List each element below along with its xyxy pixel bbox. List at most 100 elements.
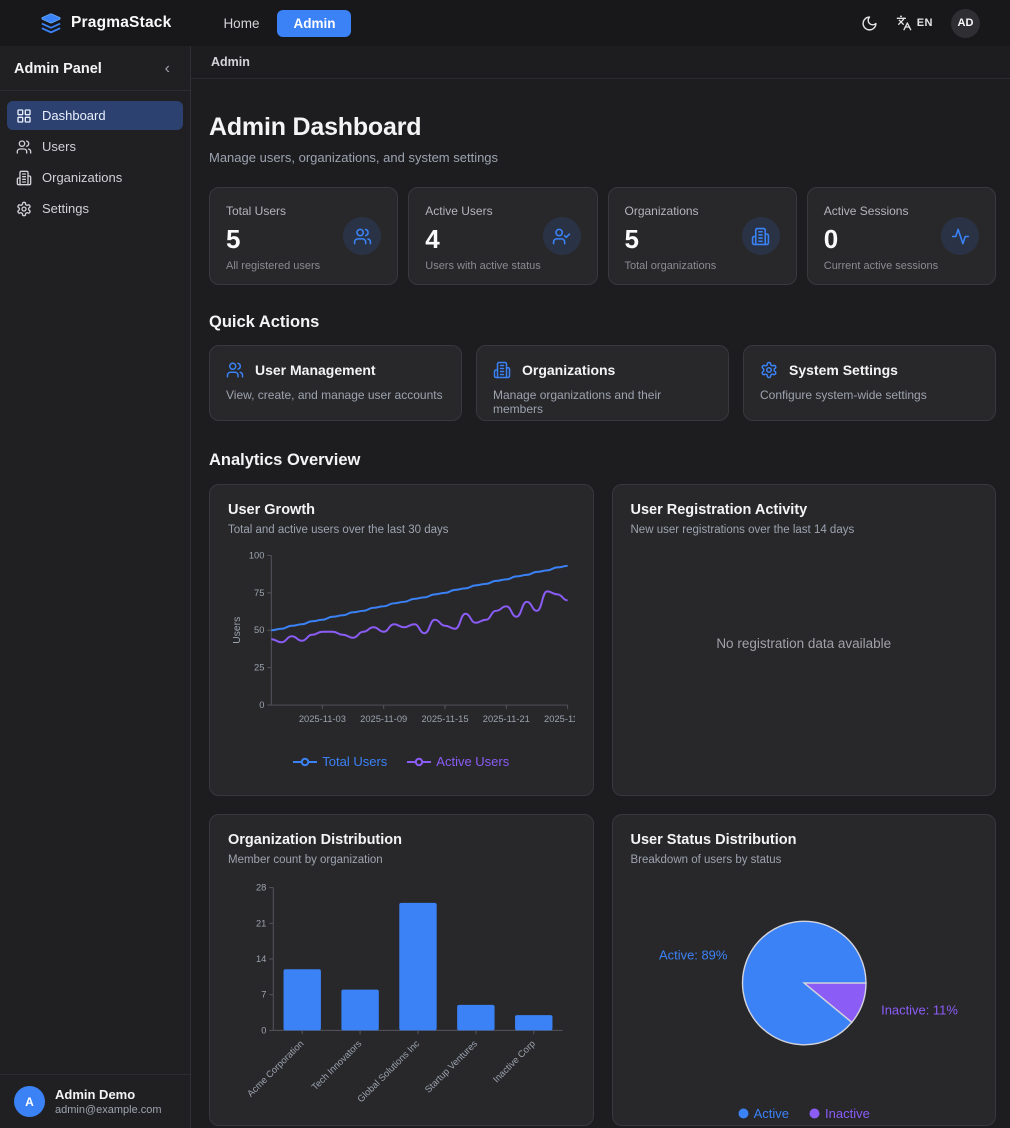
svg-text:Startup Ventures: Startup Ventures [423, 1038, 480, 1095]
nav-admin[interactable]: Admin [277, 9, 352, 37]
svg-text:21: 21 [256, 918, 266, 928]
stat-card-active-sessions: Active Sessions 0 Current active session… [806, 187, 996, 285]
sidebar-header: Admin Panel ‹ [0, 46, 190, 91]
quick-actions-grid: User Management View, create, and manage… [209, 345, 996, 421]
user-growth-card: User Growth Total and active users over … [209, 484, 594, 796]
svg-text:2025-11-21: 2025-11-21 [483, 714, 530, 724]
svg-text:Active: 89%: Active: 89% [659, 947, 728, 962]
chart-title: User Growth [228, 502, 316, 518]
stat-value: 5 [624, 224, 639, 254]
breadcrumb: Admin [191, 46, 1010, 79]
quick-action-description: View, create, and manage user accounts [226, 388, 443, 402]
stat-description: Users with active status [425, 260, 541, 272]
svg-text:Global Solutions Inc: Global Solutions Inc [356, 1038, 422, 1104]
quick-action-system-settings[interactable]: System Settings Configure system-wide se… [743, 345, 996, 421]
svg-text:14: 14 [256, 954, 266, 964]
registration-activity-card: User Registration Activity New user regi… [611, 484, 996, 796]
dashboard-grid-icon [16, 108, 32, 124]
user-growth-legend: Total Users Active Users [228, 754, 575, 769]
stat-description: Total organizations [624, 260, 717, 272]
legend-item-total-users[interactable]: Total Users [293, 754, 387, 769]
quick-action-description: Manage organizations and their members [493, 388, 662, 416]
language-button[interactable]: EN [896, 15, 933, 31]
svg-text:Inactive: 11%: Inactive: 11% [881, 1003, 958, 1018]
svg-text:75: 75 [254, 588, 264, 598]
svg-text:2025-11-15: 2025-11-15 [421, 714, 468, 724]
chart-subtitle: Total and active users over the last 30 … [228, 524, 449, 536]
svg-text:Acme Corporation: Acme Corporation [245, 1038, 305, 1098]
user-status-pie-chart: Active: 89% Inactive: 11% [631, 876, 978, 1098]
breadcrumb-item-admin[interactable]: Admin [211, 55, 250, 69]
nav-home[interactable]: Home [223, 15, 260, 31]
chart-title: User Registration Activity [630, 502, 808, 518]
organization-distribution-card: Organization Distribution Member count b… [209, 814, 594, 1126]
user-check-icon [542, 217, 581, 255]
chart-subtitle: Member count by organization [228, 854, 383, 866]
legend-item-inactive[interactable]: Inactive [809, 1106, 870, 1121]
gear-icon [760, 361, 778, 379]
sidebar-user-menu[interactable]: A Admin Demo admin@example.com [0, 1074, 190, 1128]
quick-action-organizations[interactable]: Organizations Manage organizations and t… [476, 345, 729, 421]
stat-label: Active Sessions [823, 204, 909, 218]
stat-value: 4 [425, 224, 440, 254]
quick-action-title: System Settings [789, 362, 898, 378]
stat-description: Current active sessions [823, 260, 939, 272]
user-status-card: User Status Distribution Breakdown of us… [611, 814, 996, 1126]
sidebar-item-organizations[interactable]: Organizations [7, 163, 183, 192]
quick-action-description: Configure system-wide settings [760, 388, 927, 402]
theme-toggle-button[interactable] [861, 15, 878, 32]
brand-name: PragmaStack [71, 14, 172, 31]
chart-title: User Status Distribution [630, 832, 797, 848]
sidebar-nav: Dashboard Users Organizations [0, 91, 190, 1074]
sidebar-item-label: Dashboard [42, 108, 106, 123]
legend-item-active-users[interactable]: Active Users [407, 754, 509, 769]
users-icon [343, 217, 382, 255]
chart-title: Organization Distribution [228, 832, 402, 848]
organization-distribution-chart: 0 7 14 21 28 Acme Corporation Tech Innovators G… [228, 876, 575, 1104]
quick-action-title: Organizations [522, 362, 616, 378]
analytics-heading: Analytics Overview [209, 451, 361, 469]
languages-icon [896, 15, 912, 31]
main-content: Admin Admin Dashboard Manage users, orga… [191, 46, 1010, 1128]
stat-value: 0 [823, 224, 839, 254]
sidebar-item-users[interactable]: Users [7, 132, 183, 161]
top-nav: Home Admin [213, 9, 352, 37]
stat-label: Active Users [425, 204, 493, 218]
svg-text:28: 28 [256, 883, 266, 893]
moon-icon [861, 15, 878, 32]
topbar-controls: EN AD [861, 8, 980, 38]
quick-action-title: User Management [255, 362, 376, 378]
sidebar-item-dashboard[interactable]: Dashboard [7, 101, 183, 130]
svg-text:7: 7 [261, 990, 266, 1000]
legend-item-active[interactable]: Active [738, 1106, 789, 1121]
quick-action-user-management[interactable]: User Management View, create, and manage… [209, 345, 462, 421]
user-avatar: A [14, 1086, 45, 1117]
user-email: admin@example.com [55, 1104, 162, 1116]
page-subtitle: Manage users, organizations, and system … [209, 150, 499, 165]
chart-subtitle: Breakdown of users by status [630, 854, 782, 866]
svg-text:0: 0 [259, 700, 264, 710]
building-icon [741, 217, 780, 255]
stat-description: All registered users [226, 260, 321, 272]
brand[interactable]: PragmaStack [40, 12, 171, 34]
sidebar-item-label: Settings [42, 201, 89, 216]
sidebar-item-settings[interactable]: Settings [7, 194, 183, 223]
stat-value: 5 [226, 224, 241, 254]
sidebar-item-label: Users [42, 139, 76, 154]
sidebar-title: Admin Panel [14, 61, 102, 77]
user-status-legend: Active Inactive [631, 1106, 978, 1121]
sidebar-item-label: Organizations [42, 170, 123, 185]
users-icon [226, 361, 244, 379]
user-avatar-button[interactable]: AD [951, 8, 980, 38]
topbar: PragmaStack Home Admin EN AD [0, 0, 1010, 46]
empty-state-message: No registration data available [716, 636, 892, 651]
stat-label: Organizations [624, 204, 699, 218]
building-icon [16, 170, 32, 186]
svg-text:2025-11-09: 2025-11-09 [360, 714, 407, 724]
stats-grid: Total Users 5 All registered users Activ… [209, 187, 996, 285]
charts-grid: User Growth Total and active users over … [209, 484, 996, 1128]
stat-label: Total Users [226, 204, 287, 218]
svg-text:Inactive Corp: Inactive Corp [491, 1038, 537, 1084]
sidebar-collapse-button[interactable]: ‹ [164, 60, 170, 77]
svg-text:Tech Innovators: Tech Innovators [310, 1038, 364, 1092]
